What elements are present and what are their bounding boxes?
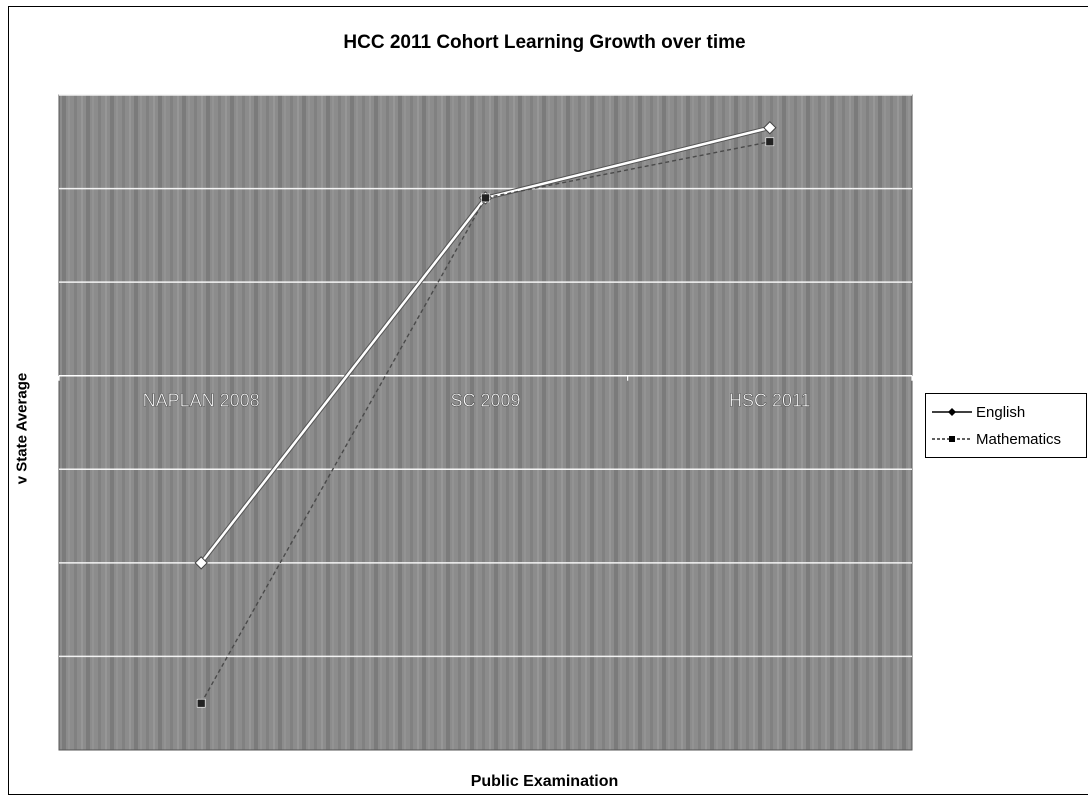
x-tick-label: NAPLAN 2008: [143, 391, 260, 411]
legend-item-mathematics: Mathematics: [932, 429, 1061, 449]
legend-swatch-mathematics: [932, 436, 972, 442]
data-point: [481, 193, 490, 203]
x-tick-label: HSC 2011: [729, 391, 811, 411]
data-point: [196, 698, 206, 708]
chart-title: HCC 2011 Cohort Learning Growth over tim…: [343, 32, 746, 53]
chart-frame: [8, 6, 1088, 795]
legend: English Mathematics: [925, 393, 1087, 458]
legend-label-english: English: [976, 403, 1026, 421]
legend-swatch-english: [932, 408, 972, 416]
x-tick-label: SC 2009: [450, 391, 520, 411]
data-point: [765, 137, 775, 147]
legend-label-mathematics: Mathematics: [976, 430, 1062, 448]
series-line: [200, 141, 770, 704]
data-point: [194, 556, 208, 570]
data-point: [763, 121, 777, 135]
legend-item-english: English: [932, 402, 1025, 422]
x-axis-title: Public Examination: [470, 773, 619, 790]
